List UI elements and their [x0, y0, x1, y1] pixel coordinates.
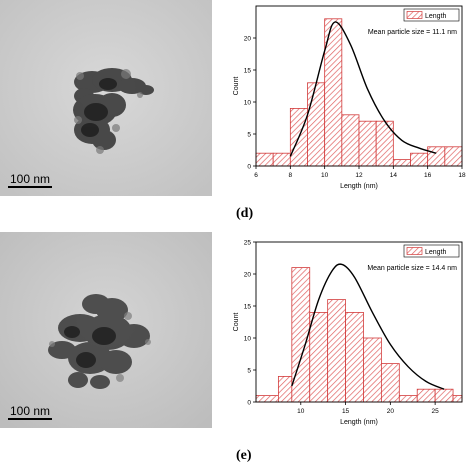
y-tick-label: 15: [244, 303, 252, 310]
y-tick-label: 10: [244, 99, 252, 106]
y-tick-label: 25: [244, 239, 252, 246]
histogram-bar: [434, 388, 454, 403]
x-tick-label: 10: [297, 408, 305, 415]
x-tick-label: 16: [424, 172, 432, 179]
fit-curve: [289, 21, 437, 157]
fit-curve: [291, 263, 445, 390]
x-tick-label: 18: [458, 172, 466, 179]
histogram-bar: [341, 114, 360, 167]
x-tick-label: 20: [387, 408, 395, 415]
histogram-chart-bottom: 10 15 20 25 0 5 10 15 20 25 Length (nm) Count Length…: [0, 230, 474, 430]
histogram-bar: [380, 363, 400, 403]
histogram-bar: [327, 299, 346, 403]
y-tick-label: 10: [244, 335, 252, 342]
histogram-bar: [452, 395, 463, 403]
histogram-bar: [345, 312, 364, 403]
histogram-bar: [444, 146, 463, 167]
tem-image-top: 100 nm: [0, 0, 212, 196]
histogram-bar: [392, 159, 411, 167]
histogram-bar: [363, 337, 382, 403]
mean-size-annotation: Mean particle size = 11.1 nm: [368, 29, 457, 36]
legend-label: Length: [425, 13, 447, 20]
panel-label-e: (e): [236, 448, 252, 463]
histogram-bar: [272, 152, 291, 167]
histogram-svg-bottom: 10 15 20 25 0 5 10 15 20 25 Length (nm) Count Length…: [233, 239, 463, 426]
scale-bar-bottom: [8, 418, 52, 420]
x-tick-label: 14: [390, 172, 398, 179]
histogram-bar: [416, 388, 436, 403]
histogram-bar: [427, 146, 446, 167]
y-tick-label: 0: [247, 163, 251, 170]
x-tick-label: 8: [289, 172, 293, 179]
y-tick-label: 5: [247, 131, 251, 138]
x-tick-label: 25: [432, 408, 440, 415]
y-tick-label: 0: [247, 399, 251, 406]
x-axis-label: Length (nm): [340, 419, 378, 426]
y-tick-label: 5: [247, 367, 251, 374]
histogram-chart-top: 6 8 10 12 14 16 18 0 5 10 15 20 Length (nm) Count Leng…: [0, 0, 474, 200]
legend-swatch: [406, 11, 423, 19]
legend-label: Length: [425, 249, 447, 256]
y-tick-label: 20: [244, 271, 252, 278]
histogram-bar: [309, 312, 329, 403]
y-axis-label: Count: [233, 77, 240, 96]
x-tick-label: 6: [254, 172, 258, 179]
tem-image-bottom: 100 nm: [0, 232, 212, 428]
x-tick-label: 12: [355, 172, 363, 179]
y-axis-label: Count: [233, 313, 240, 332]
histogram-bar: [307, 82, 326, 167]
histogram-bar: [398, 395, 418, 403]
histogram-bar: [277, 375, 293, 403]
histogram-bar: [358, 120, 377, 167]
histogram-bar: [291, 267, 311, 403]
histogram-svg-top: 6 8 10 12 14 16 18 0 5 10 15 20 Length (nm) Count Leng…: [233, 5, 466, 190]
panel-label-d: (d): [236, 206, 254, 221]
y-tick-label: 15: [244, 67, 252, 74]
histogram-bar: [375, 120, 394, 167]
legend-swatch: [406, 247, 423, 255]
plot-frame: [255, 241, 463, 403]
x-tick-label: 15: [342, 408, 350, 415]
scale-bar-label-bottom: 100 nm: [10, 404, 51, 418]
x-axis-label: Length (nm): [340, 183, 378, 190]
x-tick-label: 10: [321, 172, 329, 179]
scale-bar-top: [8, 186, 52, 188]
scale-bar-label-top: 100 nm: [10, 172, 51, 186]
histogram-bar: [410, 152, 429, 167]
histogram-bar: [255, 395, 279, 403]
histogram-bar: [255, 152, 274, 167]
mean-size-annotation: Mean particle size = 14.4 nm: [367, 265, 457, 272]
y-tick-label: 20: [244, 35, 252, 42]
